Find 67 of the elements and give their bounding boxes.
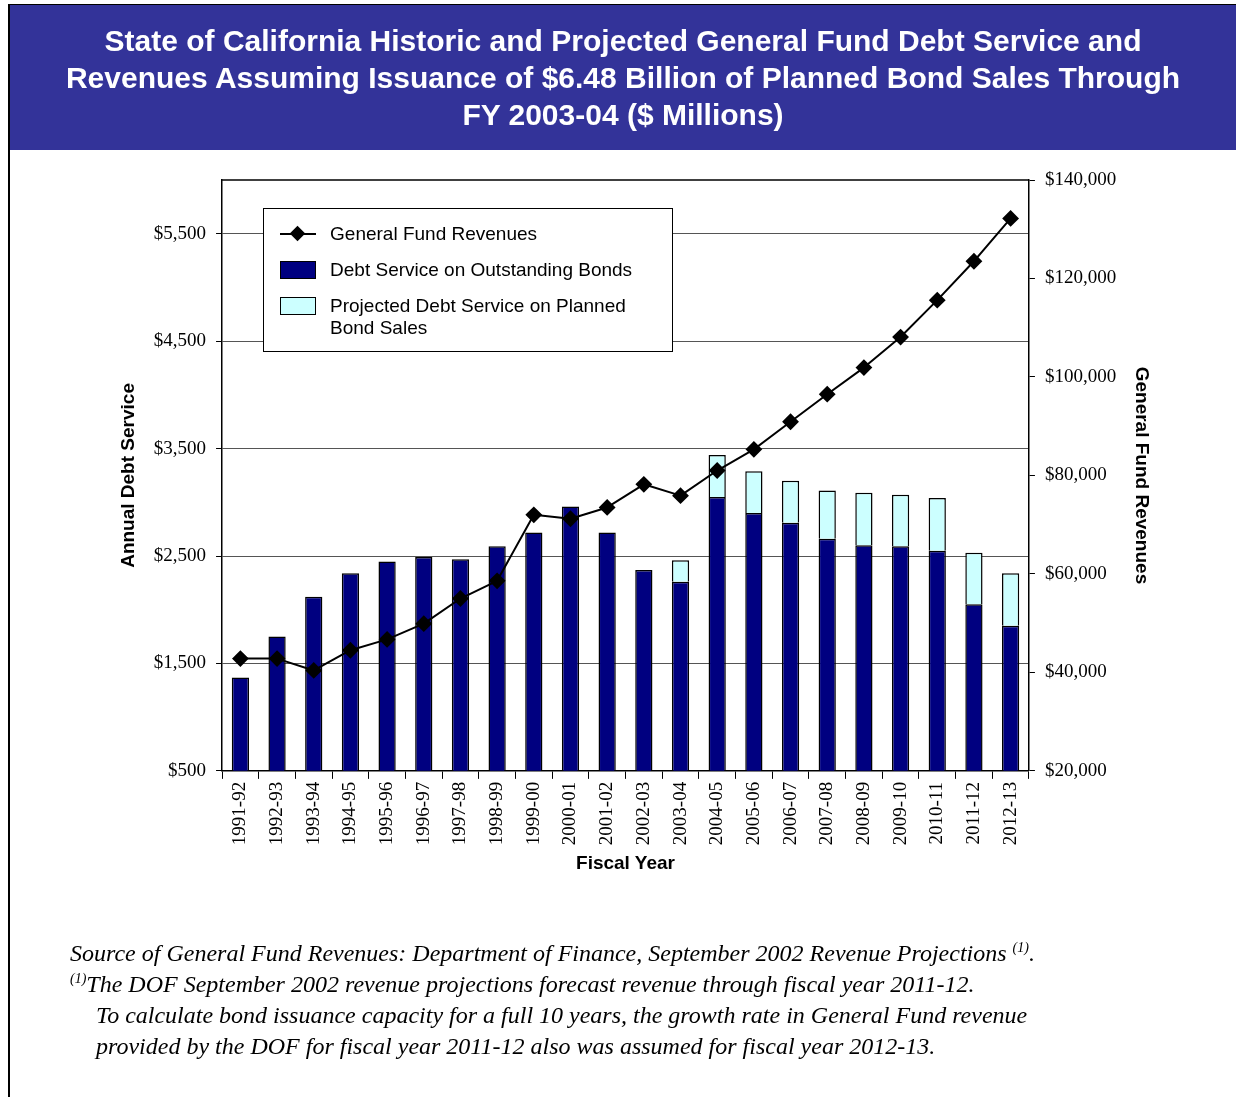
x-tick-label: 1999-00: [521, 781, 543, 846]
point: [415, 615, 432, 632]
y-tick-label: $5,500: [153, 221, 207, 243]
x-tick-label: 2005-06: [741, 781, 763, 846]
x-tick-label: 1998-99: [485, 781, 507, 846]
x-tick-label: 2002-03: [631, 781, 653, 846]
y-tick-label: $3,500: [153, 436, 207, 458]
point: [672, 487, 689, 504]
x-tick-label: 2008-09: [851, 781, 873, 846]
point: [1002, 210, 1019, 227]
y2-tick-label: $120,000: [1044, 266, 1117, 288]
chart-title: State of California Historic and Projected General Fund Debt Service and Revenues Assuming Issuance of $6.48 Billion of Planned Bond Sales Through FY 2003-04 ($ Millions): [10, 5, 1236, 150]
point: [635, 476, 652, 493]
y2-tick-label: $100,000: [1044, 364, 1117, 386]
y2-tick-label: $60,000: [1044, 561, 1107, 583]
point: [342, 642, 359, 659]
y-tick-label: $500: [168, 758, 207, 780]
legend-label: General Fund Revenues: [330, 223, 538, 245]
y-tick-label: $2,500: [153, 543, 207, 565]
source-note: Source of General Fund Revenues: Department of Finance, September 2002 Revenue Projections $^{(1)}$.: [70, 939, 1036, 968]
x-tick-label: 2010-11: [925, 781, 947, 845]
legend-label: Debt Service on Outstanding Bonds: [330, 259, 633, 281]
x-tick-label: 2001-02: [595, 781, 617, 846]
point: [489, 572, 506, 589]
text: provided by the DOF for fiscal year 2011-12 also was assumed for fiscal year 2012-13.: [93, 1032, 937, 1061]
x-tick-label: 2000-01: [558, 781, 580, 846]
x-tick-label: 1996-97: [411, 781, 433, 846]
y-tick-label: $1,500: [153, 651, 207, 673]
y-tick-label: $4,500: [153, 329, 207, 351]
point: [525, 506, 542, 523]
point: [782, 413, 799, 430]
point: [745, 441, 762, 458]
x-tick-label: 1997-98: [448, 781, 470, 846]
x-tick-label: 1995-96: [375, 781, 397, 846]
x-tick-label: 2011-12: [961, 781, 983, 845]
legend-label: Projected Debt Service on Planned Bond Sales: [330, 295, 627, 339]
x-tick-label: 1994-95: [338, 781, 360, 846]
x-tick-label: 2009-10: [888, 781, 910, 846]
point: [819, 386, 836, 403]
point: [232, 650, 249, 667]
point: [562, 510, 579, 527]
point: [305, 662, 322, 679]
text: $^{(1)}$The DOF September 2002 revenue projections forecast revenue through fiscal year 2011-12.: [70, 970, 976, 999]
y-axis-title: Annual Debt Service: [116, 383, 138, 568]
x-tick-label: 2007-08: [815, 781, 837, 846]
text: To calculate bond issuance capacity for a full 10 years, the growth rate in General Fund revenue: [95, 1001, 1029, 1030]
point: [855, 359, 872, 376]
y2-tick-label: $40,000: [1044, 660, 1107, 682]
y2-axis-title: General Fund Revenues: [1132, 366, 1154, 585]
point: [965, 253, 982, 270]
point: [892, 329, 909, 346]
y2-tick-label: $20,000: [1044, 758, 1107, 780]
x-tick-label: 1993-94: [301, 781, 323, 846]
x-tick-label: 2006-07: [778, 781, 800, 846]
x-tick-label: 1991-92: [228, 781, 250, 846]
point: [929, 292, 946, 309]
point: [452, 590, 469, 607]
x-axis-title: Fiscal Year: [576, 851, 676, 873]
x-tick-label: 2003-04: [668, 781, 690, 846]
x-tick-label: 2004-05: [705, 781, 727, 846]
x-tick-label: 1992-93: [265, 781, 287, 846]
x-tick-label: 2012-13: [998, 781, 1020, 846]
y2-tick-label: $80,000: [1044, 463, 1107, 485]
point: [269, 650, 286, 667]
point: [599, 499, 616, 516]
point: [379, 631, 396, 648]
y2-tick-label: $140,000: [1044, 167, 1117, 189]
